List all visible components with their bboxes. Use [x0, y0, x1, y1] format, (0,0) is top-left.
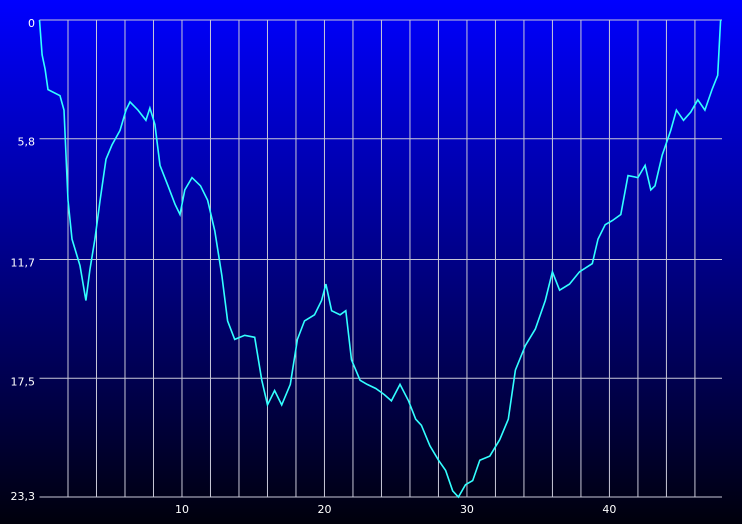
- x-tick-label: 20: [317, 503, 331, 516]
- y-tick-label: 0: [28, 17, 35, 30]
- y-tick-label: 5,8: [18, 136, 36, 149]
- y-tick-label: 11,7: [11, 257, 36, 270]
- x-tick-label: 30: [460, 503, 474, 516]
- x-tick-label: 10: [175, 503, 189, 516]
- y-tick-label: 17,5: [11, 375, 36, 388]
- x-tick-label: 40: [602, 503, 616, 516]
- depth-line: [38, 19, 722, 499]
- y-tick-label: 23,3: [11, 490, 36, 503]
